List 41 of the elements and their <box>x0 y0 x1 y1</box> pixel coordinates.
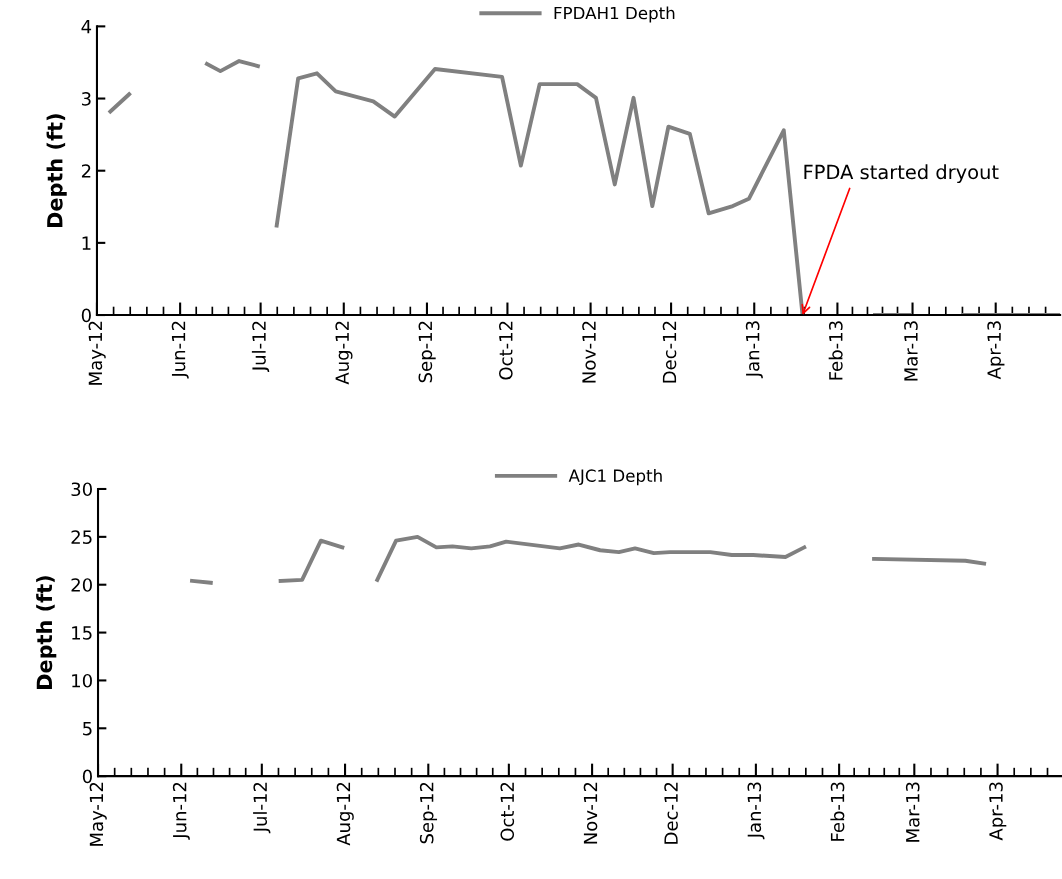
x-tick-label: Sep-12 <box>418 321 436 383</box>
y-tick-label: 5 <box>83 721 92 736</box>
y-tick-label: 0 <box>82 769 92 784</box>
y-tick-label: 1 <box>82 236 91 250</box>
legend-label: FPDAH1 Depth <box>554 6 675 23</box>
x-tick-label: Dec-12 <box>662 321 677 383</box>
x-tick-label: Jan-13 <box>745 321 763 379</box>
x-tick-label: May-12 <box>89 782 107 846</box>
x-tick-label: Dec-12 <box>664 782 678 844</box>
x-tick-label: Jan-13 <box>747 782 765 840</box>
y-axis-title: Depth (ft) <box>36 576 57 689</box>
y-tick-label: 25 <box>71 530 92 544</box>
x-tick-label: Aug-12 <box>336 782 354 846</box>
y-tick-label: 30 <box>71 482 92 497</box>
x-tick-label: Nov-12 <box>582 321 596 383</box>
y-tick-label: 20 <box>71 578 92 592</box>
x-tick-label: Jun-12 <box>171 321 189 379</box>
y-tick-label: 0 <box>81 308 91 323</box>
x-tick-label: Jul-12 <box>253 782 271 834</box>
x-tick-label: May-12 <box>88 321 106 385</box>
y-tick-label: 4 <box>81 20 92 34</box>
x-tick-label: Oct-12 <box>500 782 515 841</box>
y-tick-label: 10 <box>72 673 92 688</box>
x-tick-label: Aug-12 <box>335 321 353 385</box>
y-tick-label: 15 <box>72 626 92 640</box>
x-tick-label: Jun-12 <box>172 782 190 840</box>
x-tick-label: Nov-12 <box>583 782 598 844</box>
x-tick-label: Jul-12 <box>251 321 270 373</box>
x-tick-label: Apr-13 <box>987 321 1005 380</box>
x-tick-label: Oct-12 <box>499 321 513 380</box>
x-tick-label: Sep-12 <box>419 782 438 844</box>
x-tick-label: Feb-13 <box>830 782 845 841</box>
y-tick-label: 3 <box>81 91 91 106</box>
x-tick-label: Mar-13 <box>904 321 918 381</box>
x-tick-label: Mar-13 <box>905 782 920 842</box>
y-tick-label: 2 <box>81 164 91 178</box>
legend-label: AJC1 Depth <box>568 469 662 486</box>
annotation: FPDA started dryout <box>804 164 999 184</box>
x-tick-label: Apr-13 <box>989 782 1007 841</box>
x-tick-label: Feb-13 <box>828 321 843 380</box>
y-axis-title: Depth (ft) <box>46 114 67 228</box>
